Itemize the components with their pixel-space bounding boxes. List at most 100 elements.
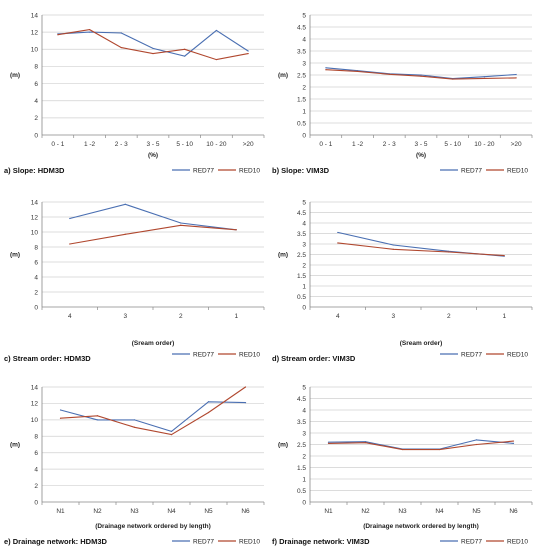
- data-point-red10: [448, 251, 450, 253]
- x-tick-label: 4: [336, 313, 340, 320]
- y-tick-label: 8: [34, 244, 38, 251]
- y-tick-label: 1: [302, 476, 306, 483]
- y-tick-label: 4: [302, 407, 306, 414]
- x-tick-label: 10 - 20: [206, 141, 227, 148]
- x-tick-label: 1: [234, 313, 238, 320]
- y-tick-label: 14: [31, 12, 39, 19]
- x-tick-label: N5: [204, 508, 213, 515]
- y-tick-label: 14: [31, 384, 39, 391]
- x-tick-label: 2: [179, 313, 183, 320]
- x-tick-label: >20: [511, 141, 522, 148]
- legend-label: RED77: [193, 351, 214, 358]
- panel-caption: f) Drainage network: VIM3D: [272, 537, 370, 546]
- y-tick-label: 3: [302, 430, 306, 437]
- x-tick-label: 3: [391, 313, 395, 320]
- y-tick-label: 1.5: [297, 273, 306, 280]
- chart-panel-1: 0 2 4 6 8 10 12 14 0 - 1 1 -2 2 - 3 3 - 5 5 - 10 10 -…: [4, 12, 265, 175]
- x-tick-label: 2 - 3: [115, 141, 128, 148]
- data-point-red10: [337, 242, 339, 244]
- y-tick-label: 0: [34, 132, 38, 139]
- y-tick-label: 2.5: [297, 72, 306, 79]
- y-tick-label: 4: [302, 220, 306, 227]
- data-point-red77: [207, 401, 210, 403]
- series-line-red10: [325, 69, 517, 80]
- x-tick-label: N6: [241, 508, 250, 515]
- x-tick-label: N1: [324, 508, 333, 515]
- y-tick-label: 5: [302, 384, 306, 391]
- data-point-red10: [475, 443, 478, 446]
- data-point-red10: [420, 75, 422, 77]
- chart-panel-4: 0 0.5 1 1.5 2 2.5 3 3.5 4 4.5 5 4 3 2 1 (m) (Sream order…: [272, 199, 533, 363]
- series-line-red77: [57, 29, 249, 57]
- y-tick-label: 14: [31, 199, 39, 206]
- y-axis-label: (m): [10, 252, 20, 259]
- panel-caption: d) Stream order: VIM3D: [272, 354, 356, 363]
- data-point-red77: [420, 74, 422, 76]
- y-tick-label: 2: [302, 453, 306, 460]
- x-axis-label: (Drainage network ordered by length): [363, 523, 479, 530]
- series-line-red10: [328, 440, 514, 451]
- x-tick-label: 1: [502, 313, 506, 320]
- y-tick-label: 0: [302, 304, 306, 311]
- data-point-red10: [401, 448, 404, 451]
- legend-label: RED77: [461, 538, 482, 545]
- y-tick-label: 5: [302, 12, 306, 19]
- y-tick-label: 2.5: [297, 442, 306, 449]
- legend-label: RED10: [507, 351, 528, 358]
- data-point-red10: [327, 442, 330, 444]
- y-tick-label: 10: [31, 417, 39, 424]
- y-tick-label: 12: [31, 401, 39, 408]
- data-point-red77: [59, 409, 62, 411]
- chart-panel-5: 0 2 4 6 8 10 12 14 N1 N2 N3 N4 N5 N6 (m) (Drainage netw…: [4, 384, 265, 546]
- data-point-red77: [120, 32, 122, 34]
- y-tick-label: 6: [34, 81, 38, 88]
- y-tick-label: 0: [34, 499, 38, 506]
- series-line-red77: [69, 203, 237, 231]
- data-point-red10: [247, 52, 249, 55]
- y-tick-label: 2: [302, 262, 306, 269]
- y-tick-label: 6: [34, 450, 38, 457]
- y-tick-label: 2.5: [297, 252, 306, 259]
- y-tick-label: 12: [31, 29, 39, 36]
- data-point-red10: [59, 417, 62, 419]
- legend-label: RED77: [461, 351, 482, 358]
- data-point-red10: [392, 248, 394, 250]
- y-tick-label: 3.5: [297, 419, 306, 426]
- data-point-red10: [170, 434, 173, 436]
- data-point-red10: [96, 415, 99, 417]
- data-point-red10: [483, 77, 486, 79]
- series-line-red10: [57, 29, 249, 61]
- data-point-red77: [244, 402, 247, 404]
- data-point-red10: [452, 78, 454, 80]
- data-point-red77: [152, 47, 154, 50]
- x-axis-label: (Sream order): [132, 340, 175, 347]
- data-point-red77: [515, 73, 517, 76]
- y-tick-label: 2: [34, 483, 38, 490]
- x-tick-label: 0 - 1: [319, 141, 332, 148]
- chart-panel-3: 0 2 4 6 8 10 12 14 4 3 2 1 (m) (Sream order) c) Stream…: [4, 199, 265, 363]
- x-tick-label: 2: [447, 313, 451, 320]
- panel-caption: c) Stream order: HDM3D: [4, 354, 91, 363]
- x-tick-label: N5: [472, 508, 481, 515]
- y-tick-label: 5: [302, 199, 306, 206]
- data-point-red10: [438, 448, 441, 451]
- x-tick-label: 10 - 20: [474, 141, 495, 148]
- data-point-red10: [215, 58, 218, 61]
- y-tick-label: 3.5: [297, 48, 306, 55]
- x-tick-label: 2 - 3: [383, 141, 396, 148]
- y-tick-label: 3: [302, 60, 306, 67]
- x-tick-label: N1: [56, 508, 65, 515]
- x-tick-label: N3: [398, 508, 407, 515]
- panel-caption: a) Slope: HDM3D: [4, 166, 65, 175]
- y-tick-label: 4: [34, 466, 38, 473]
- y-tick-label: 4.5: [297, 396, 306, 403]
- y-tick-label: 0.5: [297, 294, 306, 301]
- y-tick-label: 1.5: [297, 96, 306, 103]
- data-point-red77: [475, 439, 478, 441]
- x-tick-label: N3: [130, 508, 139, 515]
- y-tick-label: 0.5: [297, 120, 306, 127]
- data-point-red77: [364, 441, 367, 443]
- y-axis-label: (m): [278, 442, 288, 449]
- y-tick-label: 4.5: [297, 24, 306, 31]
- data-point-red10: [325, 69, 327, 71]
